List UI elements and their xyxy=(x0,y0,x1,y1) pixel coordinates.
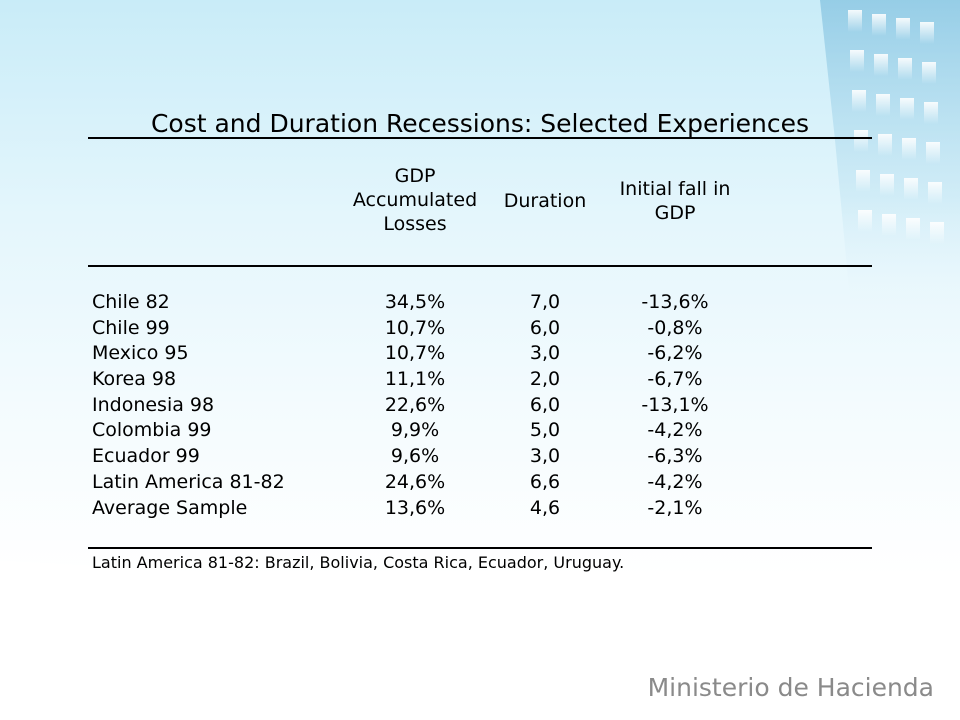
initial-fall-cell: -6,7% xyxy=(647,368,703,391)
initial-fall-cell: -13,1% xyxy=(641,393,709,416)
initial-fall-cell: -4,2% xyxy=(647,470,703,493)
slide-title: Cost and Duration Recessions: Selected E… xyxy=(150,109,810,138)
table-row: Average Sample 13,6% 4,6 -2,1% xyxy=(88,496,768,522)
table-row: Mexico 95 10,7% 3,0 -6,2% xyxy=(88,341,768,367)
gdp-losses-cell: 9,6% xyxy=(390,445,440,468)
gdp-losses-cell: 24,6% xyxy=(384,470,446,493)
initial-fall-cell: -2,1% xyxy=(647,496,703,519)
initial-fall-cell: -6,3% xyxy=(647,445,703,468)
table-body: Chile 82 34,5% 7,0 -13,6% Chile 99 10,7%… xyxy=(88,290,768,521)
initial-fall-cell: -4,2% xyxy=(647,419,703,442)
country-cell: Chile 82 xyxy=(92,291,170,313)
country-cell: Mexico 95 xyxy=(92,342,189,365)
column-header-gdp-losses-line: GDP xyxy=(394,165,436,187)
column-header-gdp-losses: GDP Accumulated Losses xyxy=(340,164,490,236)
table-row: Chile 99 10,7% 6,0 -0,8% xyxy=(88,316,768,342)
country-cell: Korea 98 xyxy=(92,368,177,391)
table-row: Ecuador 99 9,6% 3,0 -6,3% xyxy=(88,444,768,470)
gdp-losses-cell: 22,6% xyxy=(384,393,446,416)
column-header-duration: Duration xyxy=(503,190,587,212)
table-header-rule xyxy=(88,265,872,267)
table-row: Indonesia 98 22,6% 6,0 -13,1% xyxy=(88,393,768,419)
gdp-losses-cell: 10,7% xyxy=(384,342,446,365)
gdp-losses-cell: 11,1% xyxy=(384,368,446,391)
table-row: Latin America 81-82 24,6% 6,6 -4,2% xyxy=(88,470,768,496)
table-footnote: Latin America 81-82: Brazil, Bolivia, Co… xyxy=(92,553,625,572)
duration-cell: 5,0 xyxy=(529,419,561,442)
initial-fall-cell: -6,2% xyxy=(647,342,703,365)
gdp-losses-cell: 34,5% xyxy=(384,291,446,313)
duration-cell: 6,0 xyxy=(529,316,561,339)
gdp-losses-cell: 9,9% xyxy=(390,419,440,442)
table-row: Colombia 99 9,9% 5,0 -4,2% xyxy=(88,418,768,444)
table-row: Korea 98 11,1% 2,0 -6,7% xyxy=(88,367,768,393)
column-header-initial-fall-line: Initial fall in xyxy=(619,178,731,200)
initial-fall-cell: -0,8% xyxy=(647,316,703,339)
column-header-initial-fall: Initial fall in GDP xyxy=(600,177,750,225)
table-row: Chile 82 34,5% 7,0 -13,6% xyxy=(88,290,768,316)
duration-cell: 2,0 xyxy=(529,368,561,391)
ministry-logo-text: Ministerio de Hacienda xyxy=(647,673,934,702)
country-cell: Indonesia 98 xyxy=(92,393,215,416)
table-bottom-rule xyxy=(88,547,872,549)
column-header-initial-fall-line: GDP xyxy=(654,202,696,224)
duration-cell: 4,6 xyxy=(529,496,561,519)
column-header-gdp-losses-line: Accumulated xyxy=(352,189,478,211)
country-cell: Ecuador 99 xyxy=(92,445,200,468)
country-cell: Latin America 81-82 xyxy=(92,470,285,493)
gdp-losses-cell: 10,7% xyxy=(384,316,446,339)
duration-cell: 6,6 xyxy=(529,470,561,493)
duration-cell: 3,0 xyxy=(529,342,561,365)
duration-cell: 6,0 xyxy=(529,393,561,416)
duration-cell: 3,0 xyxy=(529,445,561,468)
country-cell: Colombia 99 xyxy=(92,419,212,442)
country-cell: Chile 99 xyxy=(92,316,170,339)
table-top-rule xyxy=(88,137,872,139)
duration-cell: 7,0 xyxy=(529,291,561,313)
gdp-losses-cell: 13,6% xyxy=(384,496,446,519)
column-header-gdp-losses-line: Losses xyxy=(383,213,447,235)
initial-fall-cell: -13,6% xyxy=(641,291,709,313)
country-cell: Average Sample xyxy=(92,496,248,519)
